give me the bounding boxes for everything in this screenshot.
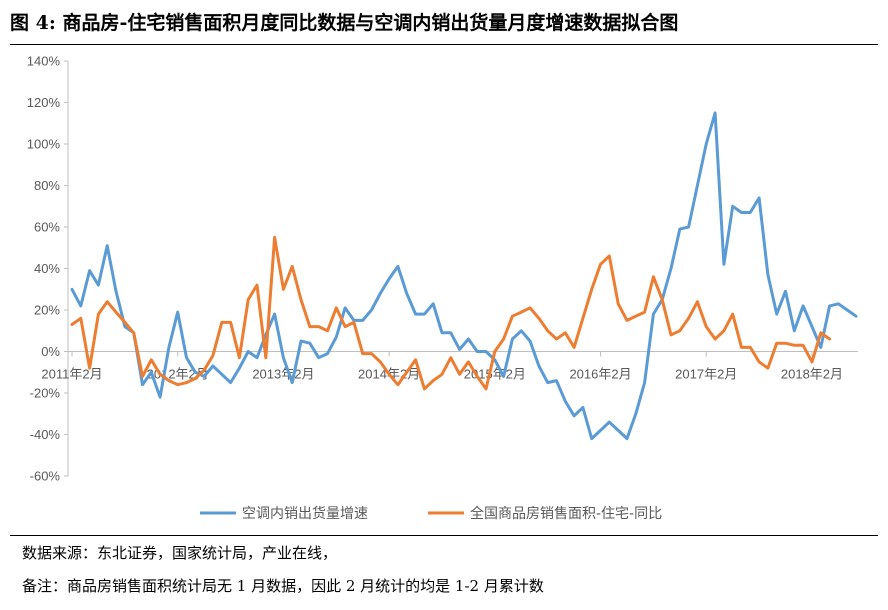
y-tick-label: -20% [30,386,61,401]
y-tick-label: 20% [34,303,60,318]
x-tick-label: 2017年2月 [675,367,737,382]
legend-label-2: 全国商品房销售面积-住宅-同比 [470,505,662,522]
y-tick-label: 0% [41,344,60,359]
y-tick-label: 120% [27,95,61,110]
y-axis: -60% -40% -20% 0% 20% 40% 60% 80% 100% 120% 140% [27,54,68,484]
y-tick-label: -60% [30,469,61,484]
series-line-2 [70,235,832,391]
series-line-1 [70,111,858,441]
line-chart: -60% -40% -20% 0% 20% 40% 60% 80% 100% 120% 140% 2… [27,54,858,522]
legend-label-1: 空调内销出货量增速 [242,505,368,522]
y-tick-label: 140% [27,54,61,69]
x-tick-label: 2013年2月 [252,367,314,382]
series-lines [70,111,858,441]
y-tick-label: 100% [27,137,61,152]
y-tick-label: -40% [30,427,61,442]
data-source-note: 数据来源：东北证券，国家统计局，产业在线， [22,544,338,562]
title-divider [10,44,878,45]
legend: 空调内销出货量增速 全国商品房销售面积-住宅-同比 [200,505,662,522]
footer-divider [10,535,878,536]
y-tick-label: 60% [34,220,60,235]
x-tick-label: 2018年2月 [781,367,843,382]
y-tick-label: 40% [34,261,60,276]
x-tick-label: 2011年2月 [41,367,102,382]
remark-note: 备注：商品房销售面积统计局无 1 月数据，因此 2 月统计的均是 1-2 月累计… [22,577,544,595]
y-tick-label: 80% [34,178,60,193]
chart-title: 图 4: 商品房-住宅销售面积月度同比数据与空调内销出货量月度增速数据拟合图 [10,12,679,34]
x-tick-label: 2016年2月 [569,367,631,382]
